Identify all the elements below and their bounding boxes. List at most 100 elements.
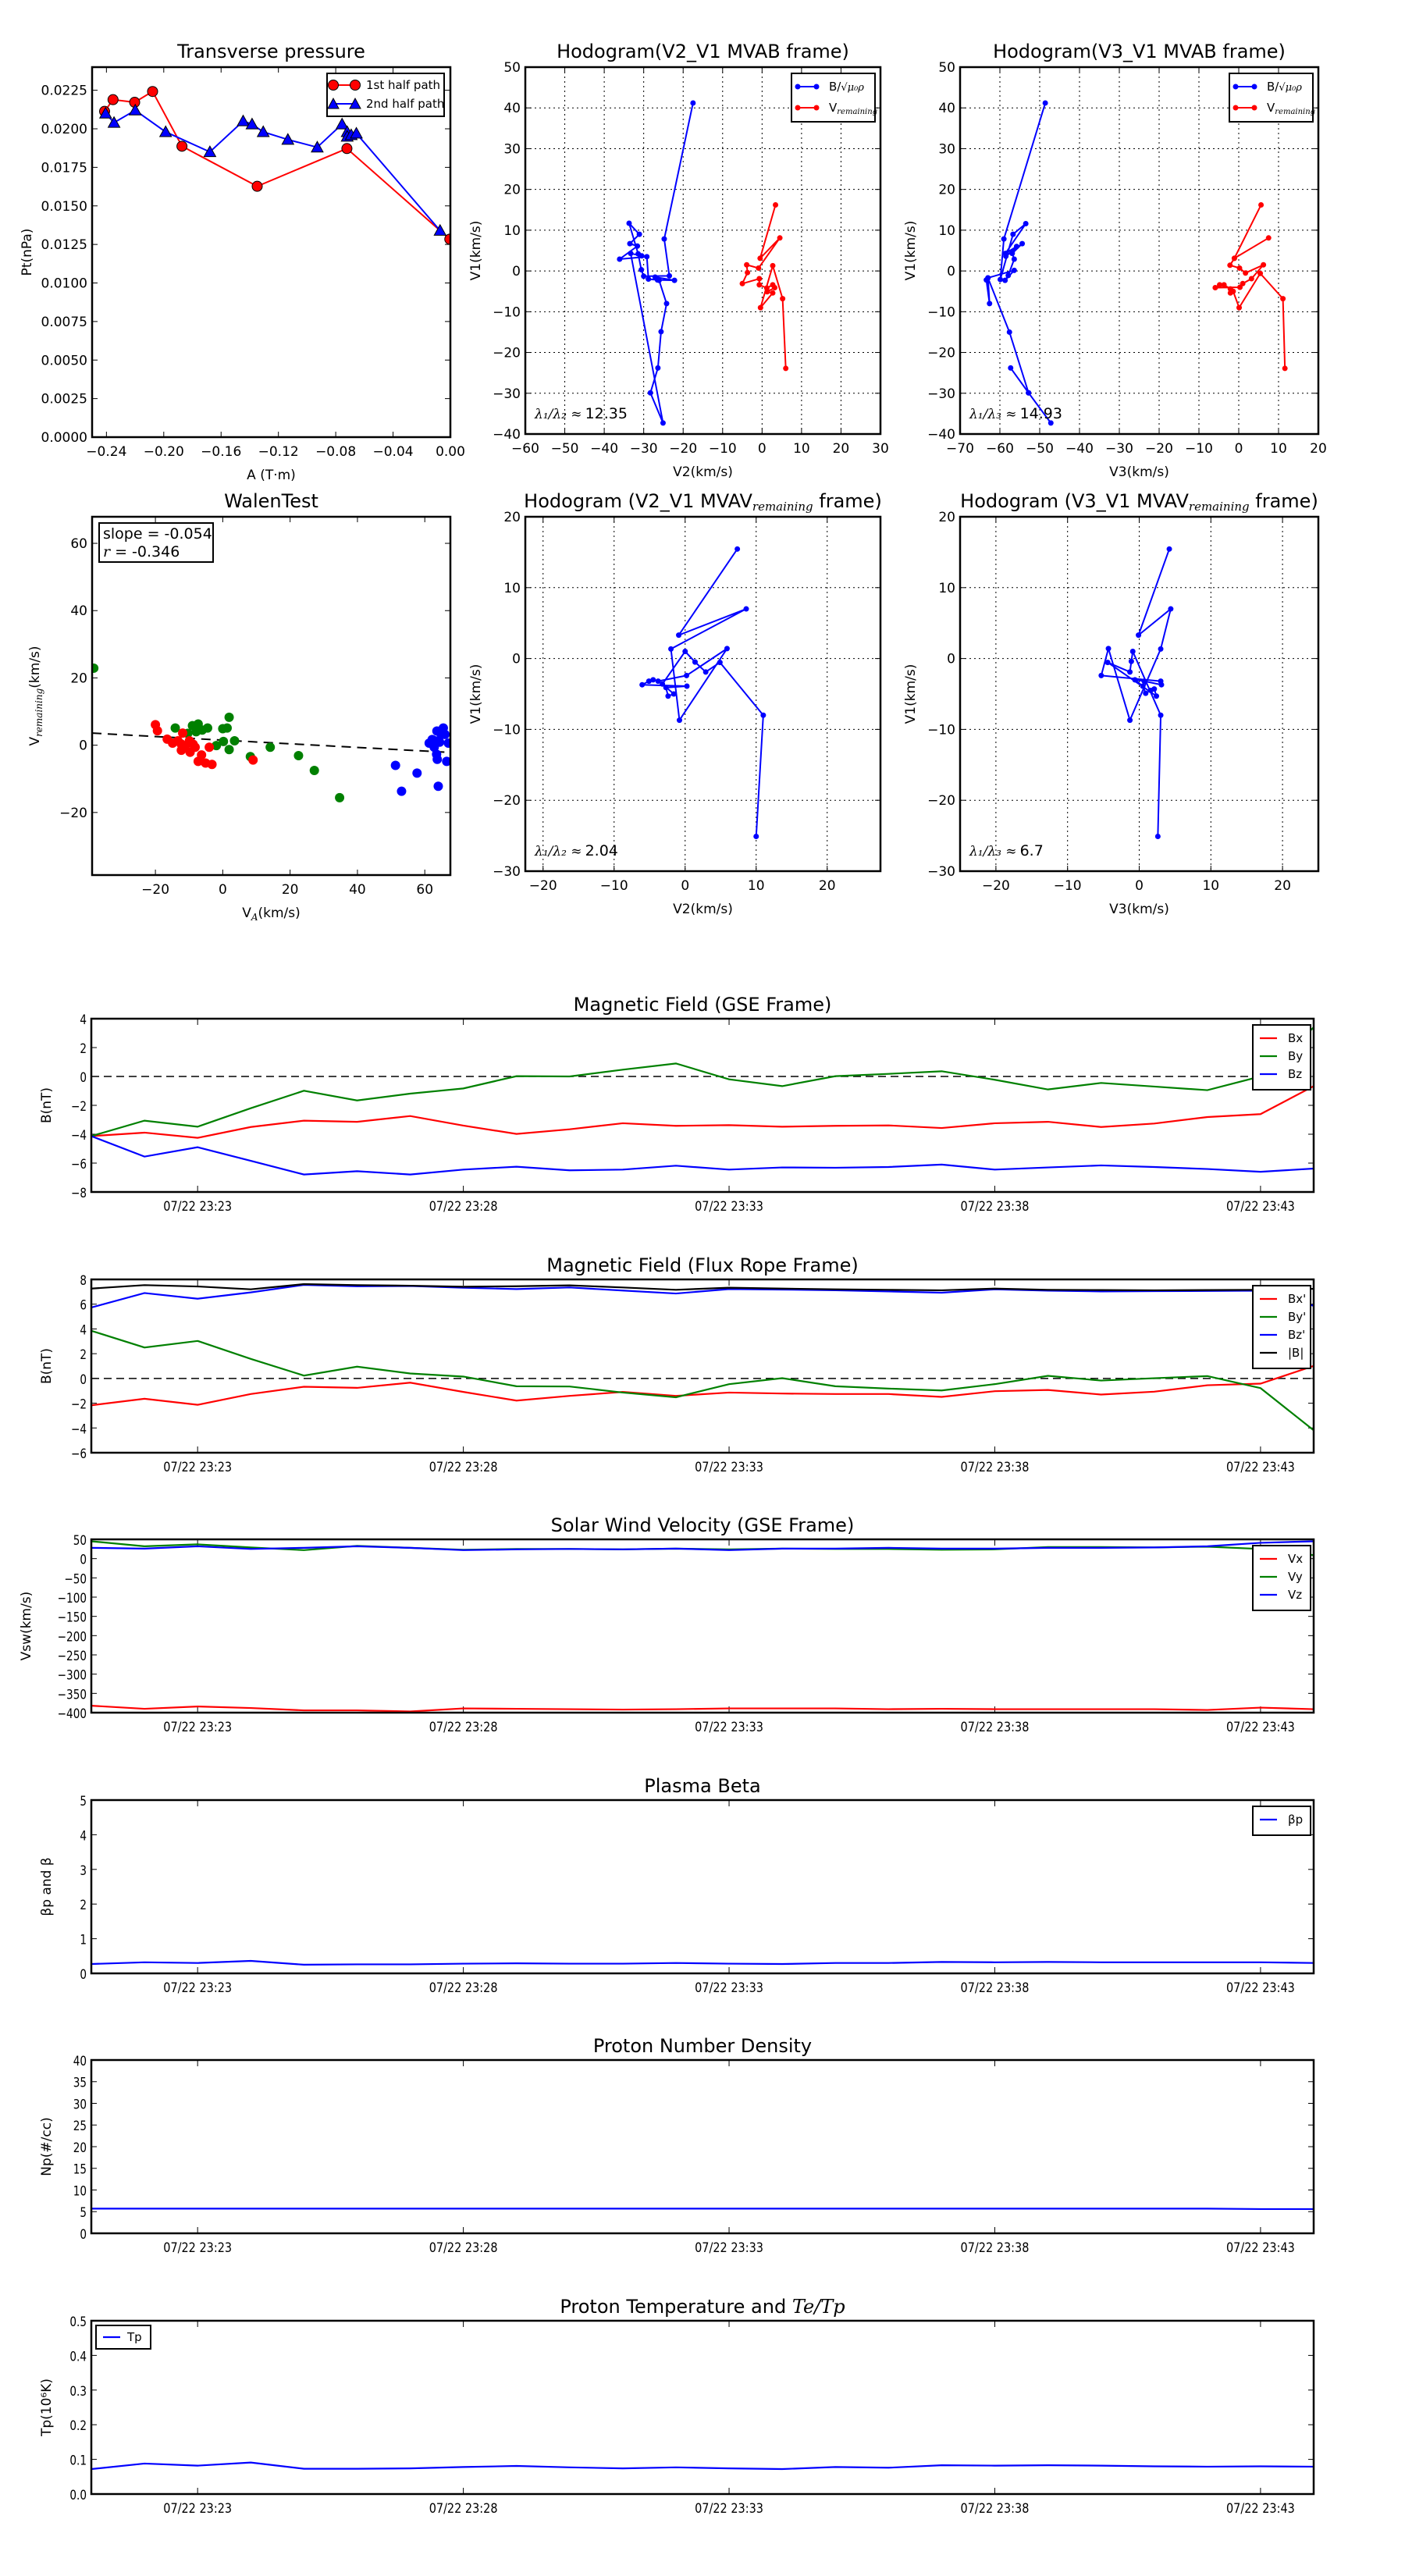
data-point [724,646,730,652]
data-point [1261,262,1267,268]
y-axis-label: V1(km/s) [468,664,484,724]
y-tick-label: 0.0150 [41,199,87,215]
plot-area [91,1283,1314,1432]
x-axis-label: V2(km/s) [673,464,733,480]
chart-title: Hodogram(V2_V1 MVAB frame) [557,41,849,62]
y-axis-label: Pt(nPa) [20,229,35,276]
x-tick-label: 10 [1202,878,1219,894]
y-tick-label: −20 [927,793,955,809]
y-tick-label: 4 [80,1828,87,1844]
legend-label: βp [1288,1813,1303,1827]
x-tick-label: 07/22 23:43 [1226,1198,1295,1214]
legend-label: Vremaining [829,101,877,116]
data-point [661,236,667,242]
y-tick-label: −400 [58,1706,87,1722]
legend-marker [328,80,339,91]
legend-marker [1251,84,1257,90]
data-point [224,712,234,722]
data-point [756,282,763,288]
plot-frame [959,66,1320,436]
y-tick-label: −4 [71,1421,87,1437]
data-point [756,265,762,271]
x-tick-label: 07/22 23:28 [429,1980,498,1995]
legend-box [1229,73,1314,123]
y-tick-label: 3 [80,1863,87,1878]
data-point [1001,236,1007,242]
legend-label: Bz [1288,1067,1302,1081]
data-point [646,276,652,283]
plot-frame [959,515,1320,873]
x-tick-label: 07/22 23:23 [163,1980,232,1995]
plot-frame [90,2319,1315,2496]
legend-label: Bx [1288,1031,1303,1045]
data-point [335,117,349,130]
y-tick-label: 0.0000 [41,430,87,446]
x-tick-label: 07/22 23:23 [163,1719,232,1735]
x-axis-label: VA(km/s) [242,906,301,923]
data-point [1236,304,1243,311]
x-tick-label: 07/22 23:43 [1226,1459,1295,1475]
legend-label: By' [1288,1310,1306,1324]
y-axis-label-sub: remaining [34,688,44,737]
plot-frame [91,515,452,877]
x-tick-label: −30 [1105,441,1133,457]
data-point [644,254,650,260]
x-axis-label: V3(km/s) [1109,464,1169,480]
data-point [1026,390,1032,396]
data-point [203,145,217,158]
legend-label: Vx [1288,1552,1303,1566]
x-axis-label: A (T·m) [247,468,296,483]
data-point [176,745,187,756]
title-math: Te/Tp [792,2296,845,2318]
x-tick-label: 07/22 23:38 [961,1719,1030,1735]
data-point [107,94,119,105]
x-tick-label: −30 [630,441,658,457]
hodogram-v3v1-mvab-chart: −70 −60 −50 −40 −30 −20 −10 0 10 20 −40 −30 −20 −10 0 1… [903,41,1327,480]
y-tick-label: −20 [927,346,955,361]
x-tick-label: 07/22 23:23 [163,1198,232,1214]
title-main: Proton Temperature and [560,2296,791,2318]
data-point [1236,265,1243,271]
data-point [128,103,142,116]
x-tick-label: −0.16 [201,444,241,460]
eigenvalue-ratio-value: 6.7 [1020,842,1044,859]
data-point [676,717,682,724]
data-point [1282,365,1288,372]
y-axis-label: Np(#/cc) [39,2117,55,2176]
y-tick-label: 0 [512,264,521,279]
x-axis-label-sub: A [251,912,258,923]
x-axis-label-main: V [242,906,251,921]
data-point [764,289,770,295]
x-tick-label: 07/22 23:33 [695,2500,763,2516]
x-tick-label: −50 [1026,441,1054,457]
solar-wind-velocity-chart: 07/22 23:23 07/22 23:28 07/22 23:33 07/22 2… [19,1514,1315,1735]
legend-label: By [1288,1049,1303,1063]
data-point [432,754,443,764]
x-axis-label: V2(km/s) [673,902,733,917]
data-point [646,678,652,685]
plot-frame [90,1799,1315,1975]
series-line-1 [741,205,787,368]
x-tick-label: 07/22 23:33 [695,1980,763,1995]
series-line-0 [1100,548,1172,837]
y-tick-label: 20 [70,671,87,686]
legend-label: Tp [126,2330,142,2344]
eigenvalue-ratio-value: 12.35 [585,405,628,422]
y-tick-label: 0.0225 [41,84,87,99]
legend-marker [795,84,801,90]
data-point [1217,282,1223,288]
data-point [1237,284,1243,290]
y-tick-label: 4 [80,1322,87,1338]
series-line-0 [91,1085,1314,1139]
chart-title: Proton Temperature and Te/Tp [560,2296,845,2318]
legend-box [791,73,876,123]
eigenvalue-ratio-symbol: λ₁/λ₂ ≈ [534,844,582,859]
data-point [650,677,656,683]
title-tail: frame) [813,490,882,512]
y-tick-label: −10 [493,722,521,738]
stats-box [98,522,214,563]
x-tick-label: 60 [416,882,433,898]
y-axis-label: Vremaining(km/s) [27,646,44,745]
y-tick-label: −300 [58,1667,87,1683]
